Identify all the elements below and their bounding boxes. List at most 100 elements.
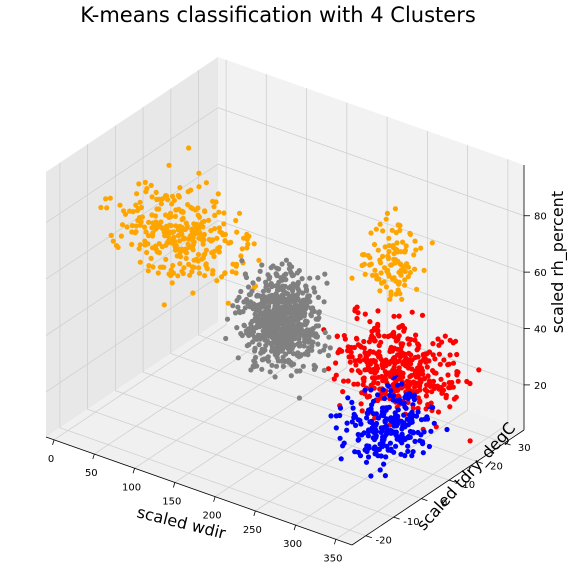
data-point: [419, 312, 426, 318]
data-point: [146, 219, 152, 225]
data-point: [405, 336, 411, 342]
data-point: [251, 364, 257, 370]
data-point: [415, 409, 421, 415]
data-point: [424, 364, 430, 370]
data-point: [289, 264, 295, 270]
data-point: [352, 413, 358, 419]
data-point: [180, 215, 186, 221]
data-point: [285, 357, 292, 363]
data-point: [259, 357, 265, 363]
data-point: [180, 209, 186, 215]
data-point: [415, 345, 421, 351]
data-point: [149, 194, 155, 200]
data-point: [210, 271, 216, 277]
z-grid-line: [45, 276, 525, 393]
data-point: [230, 261, 236, 267]
data-point: [353, 335, 360, 341]
data-point: [337, 435, 343, 441]
data-point: [183, 255, 189, 261]
data-point: [275, 287, 281, 293]
data-point: [402, 277, 408, 283]
data-point: [436, 386, 442, 392]
data-point: [375, 392, 381, 398]
data-point: [377, 257, 383, 263]
data-point: [190, 237, 196, 243]
data-point: [312, 289, 318, 295]
data-point: [214, 235, 220, 241]
data-point: [383, 454, 389, 460]
data-point: [274, 273, 280, 279]
data-point: [166, 162, 172, 168]
data-point: [378, 429, 384, 435]
data-point: [137, 242, 143, 248]
data-point: [420, 450, 426, 456]
data-point: [150, 230, 156, 236]
data-point: [297, 340, 303, 346]
data-point: [415, 370, 421, 376]
data-point: [410, 413, 417, 419]
data-point: [322, 329, 328, 336]
data-point: [195, 251, 202, 258]
data-point: [394, 417, 400, 423]
data-point: [352, 449, 358, 455]
data-point: [171, 197, 177, 203]
data-point: [454, 351, 460, 358]
data-point: [380, 228, 386, 234]
data-point: [404, 261, 410, 267]
data-point: [141, 224, 148, 230]
data-point: [196, 227, 202, 233]
data-point: [366, 443, 372, 449]
data-point: [187, 233, 193, 239]
x-grid-line: [53, 59, 227, 441]
data-point: [139, 214, 145, 220]
data-point: [321, 347, 327, 353]
data-point: [138, 219, 144, 225]
data-point: [252, 311, 258, 317]
data-point: [364, 355, 370, 362]
data-point: [176, 206, 182, 212]
data-point: [384, 443, 390, 449]
data-point: [372, 415, 378, 421]
data-point: [306, 345, 312, 351]
data-point: [400, 374, 406, 380]
z-grid-line: [45, 220, 525, 336]
data-point: [295, 297, 301, 303]
data-point: [134, 191, 140, 197]
data-point: [193, 230, 199, 236]
x-tick-label: 350: [323, 553, 342, 564]
data-point: [266, 276, 272, 282]
data-point: [251, 284, 257, 290]
data-point: [269, 362, 275, 368]
data-point: [104, 205, 110, 211]
data-point: [303, 334, 309, 340]
data-point: [355, 310, 361, 316]
data-point: [402, 421, 408, 428]
data-point: [364, 415, 370, 421]
data-point: [257, 268, 263, 274]
data-point: [267, 293, 273, 299]
data-point: [169, 280, 175, 286]
data-point: [166, 237, 172, 243]
data-point: [429, 240, 435, 246]
x-tick: [213, 496, 216, 502]
data-point: [304, 327, 310, 333]
x-tick-label: 200: [203, 511, 222, 522]
data-point: [183, 250, 190, 256]
data-point: [287, 305, 294, 311]
data-point: [221, 210, 227, 216]
data-point: [144, 249, 150, 256]
data-point: [392, 206, 398, 212]
data-point: [163, 256, 169, 262]
data-point: [307, 299, 313, 305]
data-point: [356, 436, 362, 442]
data-point: [280, 274, 286, 280]
data-point: [267, 369, 273, 375]
data-point: [145, 233, 152, 239]
data-point: [175, 273, 181, 279]
z-tick-label: 80: [534, 212, 547, 223]
data-point: [403, 363, 409, 369]
data-point: [167, 222, 173, 228]
data-point: [390, 393, 397, 399]
data-point: [302, 304, 308, 310]
data-point: [133, 202, 139, 208]
